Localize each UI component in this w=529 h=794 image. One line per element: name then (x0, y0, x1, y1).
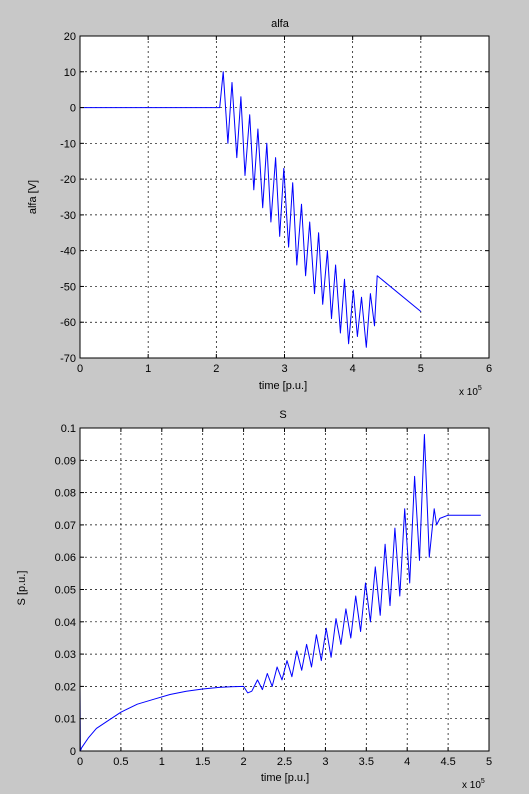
plot-s-ytick-label: 0.09 (55, 455, 76, 467)
plot-s-series-line (79, 434, 481, 752)
plot-alfa-ytick-label: -10 (60, 138, 76, 150)
plot-s-x-multiplier: x 105 (462, 778, 485, 791)
plot-alfa-ytick-label: -50 (60, 281, 76, 293)
plot-alfa-ylabel: alfa [V] (27, 180, 39, 214)
plot-s-xtick-label: 5 (486, 756, 492, 768)
plot-alfa-xlabel: time [p.u.] (259, 380, 307, 392)
plot-alfa-title: alfa (271, 18, 290, 30)
plot-alfa-xtick-label: 3 (281, 363, 287, 375)
plot-s-xtick-label: 1 (159, 756, 165, 768)
plot-alfa-x-multiplier: x 105 (459, 385, 482, 398)
plot-s-ylabel: S [p.u.] (16, 571, 28, 606)
plot-alfa-ytick-label: -60 (60, 317, 76, 329)
plot-s-xtick-label: 1.5 (195, 756, 210, 768)
plot-alfa-xtick-label: 2 (213, 363, 219, 375)
plot-alfa-x-multiplier-exp: 5 (478, 385, 482, 392)
plot-alfa-axes: 0 1 2 3 4 5 6 -70 -60 -50 -40 -30 -20 -10 0 10 20 (60, 31, 492, 375)
plot-alfa-ytick-label: -30 (60, 210, 76, 222)
plot-alfa-x-multiplier-base: x 10 (459, 387, 478, 398)
plot-s-axes: 0 0.5 1 1.5 2 2.5 3 3.5 4 4.5 5 0 0.01 0.02 0.03 0.04 0.… (55, 423, 492, 768)
plot-s-xtick-label: 4 (404, 756, 410, 768)
plot-s-title: S (279, 409, 286, 421)
plot-alfa-ytick-label: -70 (60, 353, 76, 365)
plot-s-x-multiplier-base: x 10 (462, 780, 481, 791)
plot-s: S S [p.u.] time [p.u.] x 105 0 0.5 1 1.5 2 2.… (16, 409, 492, 791)
plot-alfa-xtick-label: 5 (418, 363, 424, 375)
plot-s-ytick-label: 0.03 (55, 649, 76, 661)
plot-s-ytick-label: 0.02 (55, 681, 76, 693)
plot-s-xtick-label: 2.5 (277, 756, 292, 768)
plot-alfa-ytick-label: 20 (64, 31, 76, 43)
plot-alfa-ytick-label: 10 (64, 67, 76, 79)
plot-s-ytick-label: 0.07 (55, 520, 76, 532)
plot-alfa: alfa alfa [V] time [p.u.] x 105 0 1 2 3 4 5 6-… (27, 18, 492, 398)
plot-s-ytick-label: 0.1 (61, 423, 76, 435)
plot-alfa-ytick-label: -40 (60, 246, 76, 258)
plot-alfa-xtick-label: 0 (77, 363, 83, 375)
plot-s-xtick-label: 2 (241, 756, 247, 768)
plot-s-xtick-label: 3 (322, 756, 328, 768)
plot-s-ytick-label: 0 (70, 746, 76, 758)
plot-s-x-multiplier-exp: 5 (481, 778, 485, 785)
plot-alfa-series-line (80, 71, 422, 348)
plot-alfa-ytick-label: -20 (60, 174, 76, 186)
plot-s-ytick-label: 0.01 (55, 714, 76, 726)
plot-s-ytick-label: 0.04 (55, 617, 76, 629)
plot-s-xtick-label: 0.5 (113, 756, 128, 768)
plot-s-ytick-label: 0.05 (55, 585, 76, 597)
plot-s-xlabel: time [p.u.] (261, 772, 309, 784)
plot-alfa-ytick-label: 0 (70, 103, 76, 115)
plot-alfa-xtick-label: 6 (486, 363, 492, 375)
plot-alfa-xtick-label: 4 (350, 363, 356, 375)
plot-s-ytick-label: 0.08 (55, 488, 76, 500)
plot-s-xtick-label: 4.5 (440, 756, 455, 768)
plot-s-xtick-label: 0 (77, 756, 83, 768)
plot-s-ytick-label: 0.06 (55, 552, 76, 564)
plot-s-xtick-label: 3.5 (359, 756, 374, 768)
plot-alfa-xtick-label: 1 (145, 363, 151, 375)
